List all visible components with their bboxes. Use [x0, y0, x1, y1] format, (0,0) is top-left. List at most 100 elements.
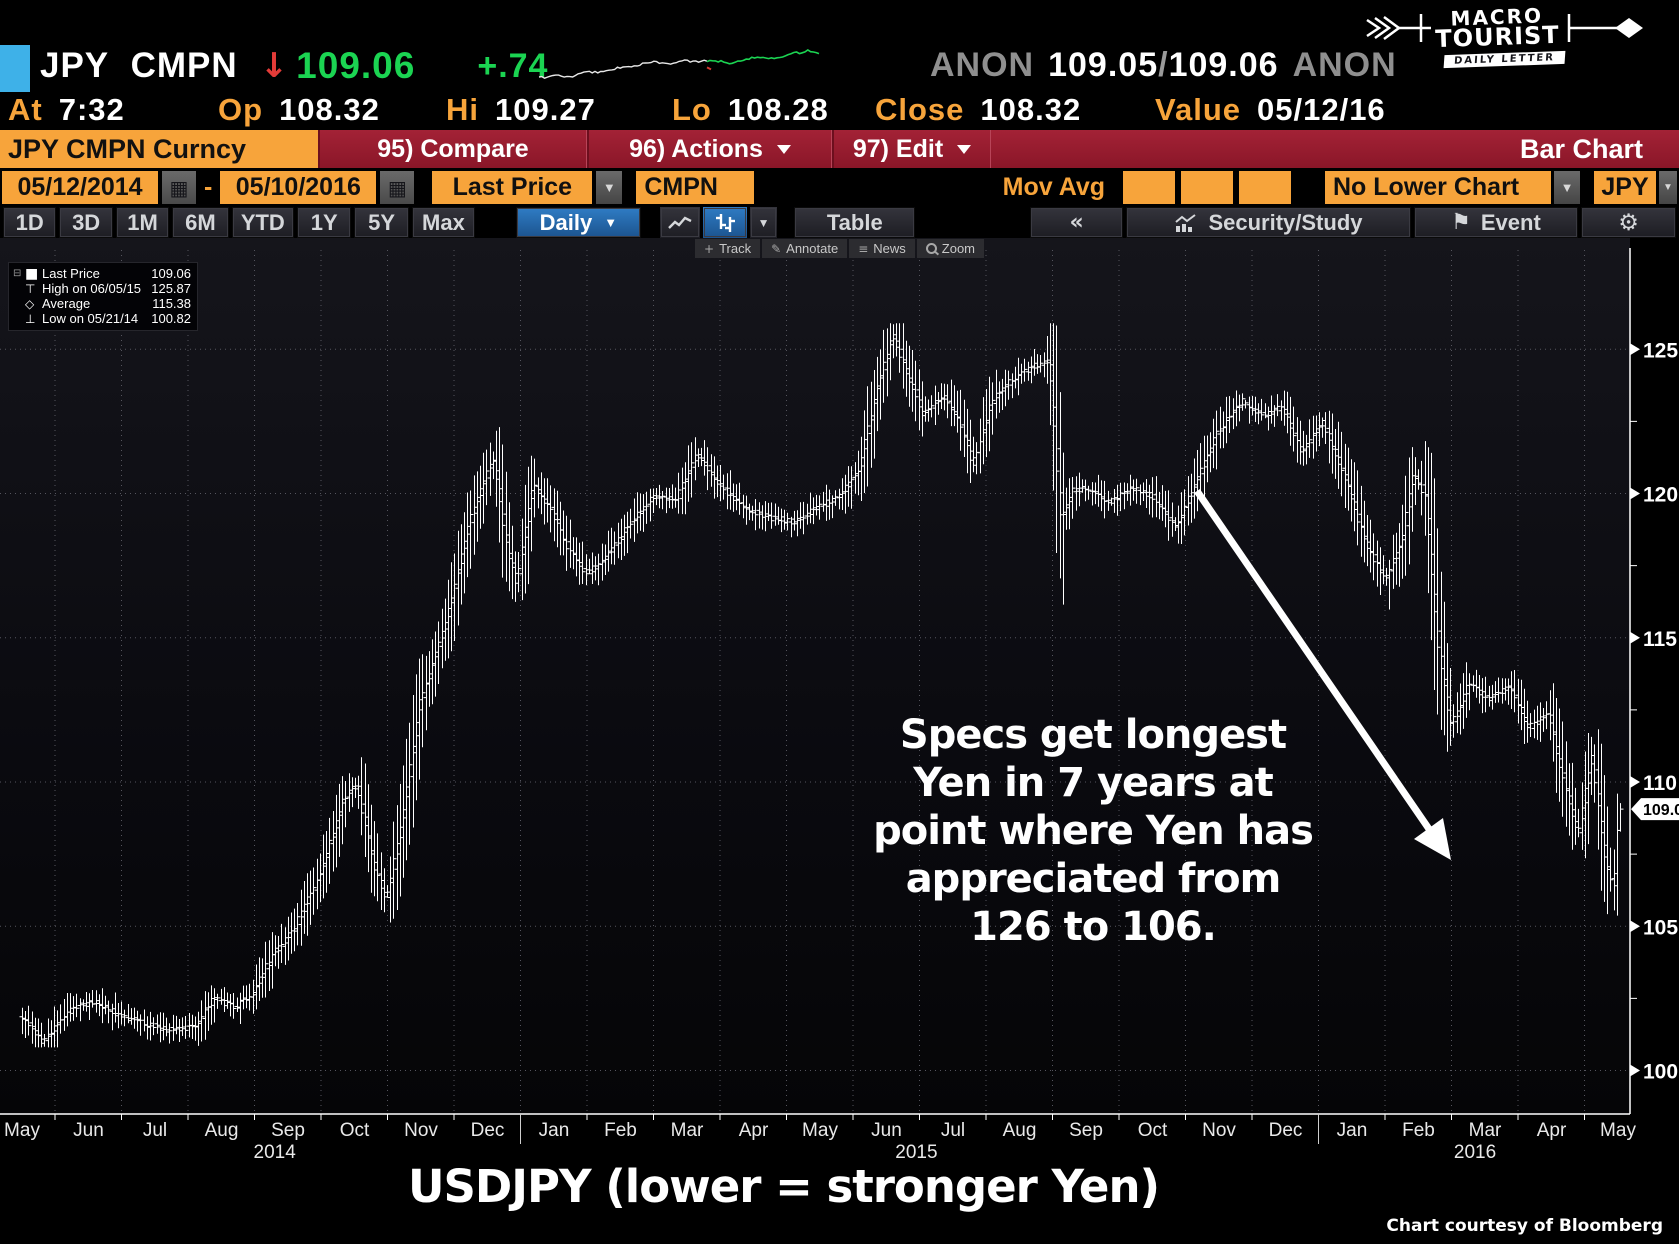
chart-annotation-text: Specs get longest Yen in 7 years at poin… — [873, 712, 1314, 950]
chevron-down-icon — [957, 144, 972, 154]
svg-text:May: May — [1600, 1120, 1636, 1141]
average-marker-icon: ◇ — [25, 296, 35, 311]
logo-banner: DAILY LETTER — [1443, 50, 1565, 69]
currency-dropdown[interactable]: ▼ — [1659, 171, 1677, 204]
flag-icon: ⚑ — [1451, 210, 1471, 235]
line-chart-type-button[interactable] — [659, 207, 701, 238]
date-range-separator: - — [204, 173, 213, 201]
actions-button[interactable]: 96) Actions — [587, 130, 832, 168]
compare-button[interactable]: 95) Compare — [318, 130, 587, 168]
svg-text:Sep: Sep — [1069, 1120, 1103, 1141]
ticker-symbol: JPY CMPN — [40, 46, 238, 85]
stat-value-date: Value 05/12/16 — [1155, 92, 1386, 127]
lower-chart-dropdown[interactable]: ▼ — [1554, 171, 1580, 204]
tab-max[interactable]: Max — [411, 207, 476, 238]
track-icon: + — [704, 241, 715, 256]
calendar-icon[interactable]: ▦ — [162, 171, 196, 204]
svg-text:2016: 2016 — [1454, 1142, 1496, 1163]
svg-text:Oct: Oct — [1138, 1120, 1168, 1141]
pencil-icon: ✎ — [771, 241, 782, 256]
svg-text:115: 115 — [1643, 628, 1677, 651]
macro-tourist-logo: MACRO TOURIST DAILY LETTER — [1339, 3, 1669, 98]
quote-row: JPY CMPN ↓ 109.06 +.74 ANON 109.05/109.0… — [0, 0, 1679, 92]
svg-text:Oct: Oct — [340, 1120, 370, 1141]
svg-text:Aug: Aug — [1003, 1120, 1037, 1141]
svg-text:100: 100 — [1643, 1061, 1678, 1084]
tab-6m[interactable]: 6M — [172, 207, 229, 238]
tab-1m[interactable]: 1M — [115, 207, 170, 238]
stat-high: Hi 109.27 — [446, 92, 596, 127]
tab-3d[interactable]: 3D — [59, 207, 113, 238]
tab-1y[interactable]: 1Y — [296, 207, 352, 238]
intraday-sparkline — [538, 49, 820, 79]
bar-chart-type-button[interactable] — [703, 207, 747, 238]
legend-average[interactable]: ◇ Average 115.38 — [25, 296, 191, 311]
table-button[interactable]: Table — [794, 207, 916, 238]
lower-chart-field[interactable]: No Lower Chart — [1325, 171, 1551, 204]
security-study-button[interactable]: Security/Study — [1126, 207, 1411, 238]
svg-text:Nov: Nov — [404, 1120, 438, 1141]
svg-text:125: 125 — [1643, 339, 1678, 362]
date-from-field[interactable]: 05/12/2014 — [2, 171, 158, 204]
frequency-select[interactable]: Daily ▼ — [516, 207, 641, 238]
line-chart-icon — [668, 216, 692, 229]
price-down-arrow-icon: ↓ — [259, 46, 289, 86]
mov-avg-label: Mov Avg — [1002, 173, 1105, 201]
price-chart-svg[interactable]: 100 105 110 115 120 125 May Jun Jul Aug Sep Oct Nov D… — [0, 238, 1679, 1163]
price-type-dropdown[interactable]: ▼ — [596, 171, 623, 204]
date-to-field[interactable]: 05/10/2016 — [220, 171, 377, 204]
gear-icon: ⚙ — [1618, 209, 1639, 236]
magnifier-icon — [925, 243, 937, 254]
field-bar: 05/12/2014 ▦ - 05/10/2016 ▦ Last Price ▼… — [0, 168, 1679, 207]
source-field[interactable]: CMPN — [636, 171, 755, 204]
tab-ytd[interactable]: YTD — [231, 207, 294, 238]
tab-5y[interactable]: 5Y — [354, 207, 409, 238]
tab-1d[interactable]: 1D — [3, 207, 57, 238]
ohlc-stats-row: At 7:32 Op 108.32 Hi 109.27 Lo 108.28 Close 1… — [8, 90, 1668, 130]
chart-area: 100 105 110 115 120 125 May Jun Jul Aug Sep Oct Nov D… — [0, 238, 1679, 1163]
svg-text:Mar: Mar — [1469, 1120, 1502, 1141]
mov-avg-field-1[interactable] — [1123, 171, 1175, 204]
arrow-fletching-icon — [1366, 14, 1431, 42]
stat-low: Lo 108.28 — [672, 92, 829, 127]
bid-ask-line: ANON 109.05/109.06 ANON — [930, 40, 1397, 90]
svg-text:Apr: Apr — [739, 1120, 769, 1141]
logo-text: MACRO TOURIST — [1434, 3, 1560, 54]
chevron-down-icon: ▼ — [757, 215, 770, 230]
price-type-field[interactable]: Last Price — [432, 171, 593, 204]
ask-source: ANON — [1292, 45, 1397, 84]
arrow-head-icon — [1567, 14, 1644, 42]
zoom-tool[interactable]: Zoom — [916, 239, 985, 258]
chart-type-dropdown[interactable]: ▼ — [749, 207, 778, 238]
news-tool[interactable]: ≡ News — [849, 239, 915, 258]
calendar-icon[interactable]: ▦ — [380, 171, 415, 204]
legend-last-price[interactable]: ⊟ ■ Last Price 109.06 — [13, 265, 191, 282]
currency-field[interactable]: JPY — [1594, 171, 1656, 204]
event-button[interactable]: ⚑ Event — [1413, 207, 1579, 238]
tree-collapse-icon[interactable]: ⊟ — [13, 268, 22, 279]
menu-bar: JPY CMPN Curncy 95) Compare 96) Actions … — [0, 130, 1679, 168]
chart-caption: USDJPY (lower = stronger Yen) — [407, 1160, 1160, 1213]
security-name-field[interactable]: JPY CMPN Curncy — [0, 130, 318, 168]
legend-high[interactable]: ⊤ High on 06/05/15 125.87 — [25, 281, 191, 296]
stat-open: Op 108.32 — [218, 92, 380, 127]
svg-text:120: 120 — [1643, 484, 1678, 507]
track-tool[interactable]: + Track — [695, 239, 761, 258]
svg-text:110: 110 — [1643, 772, 1677, 795]
bid-ask-prices: 109.05/109.06 — [1048, 45, 1279, 84]
annotate-tool[interactable]: ✎ Annotate — [762, 239, 848, 258]
edit-button[interactable]: 97) Edit — [832, 130, 991, 168]
mov-avg-field-2[interactable] — [1181, 171, 1233, 204]
svg-text:Dec: Dec — [1269, 1120, 1303, 1141]
svg-text:Jul: Jul — [143, 1120, 167, 1141]
svg-text:Jan: Jan — [539, 1120, 570, 1141]
period-toolbar: 1D 3D 1M 6M YTD 1Y 5Y Max Daily ▼ ▼ Table… — [0, 207, 1679, 238]
legend-low[interactable]: ⊥ Low on 05/21/14 100.82 — [25, 311, 191, 326]
mov-avg-field-3[interactable] — [1239, 171, 1291, 204]
chart-legend[interactable]: ⊟ ■ Last Price 109.06 ⊤ High on 06/05/15 1… — [8, 262, 198, 331]
svg-text:Nov: Nov — [1202, 1120, 1236, 1141]
collapse-panel-button[interactable]: « — [1030, 207, 1124, 238]
svg-text:May: May — [4, 1120, 40, 1141]
settings-button[interactable]: ⚙ — [1581, 207, 1677, 238]
